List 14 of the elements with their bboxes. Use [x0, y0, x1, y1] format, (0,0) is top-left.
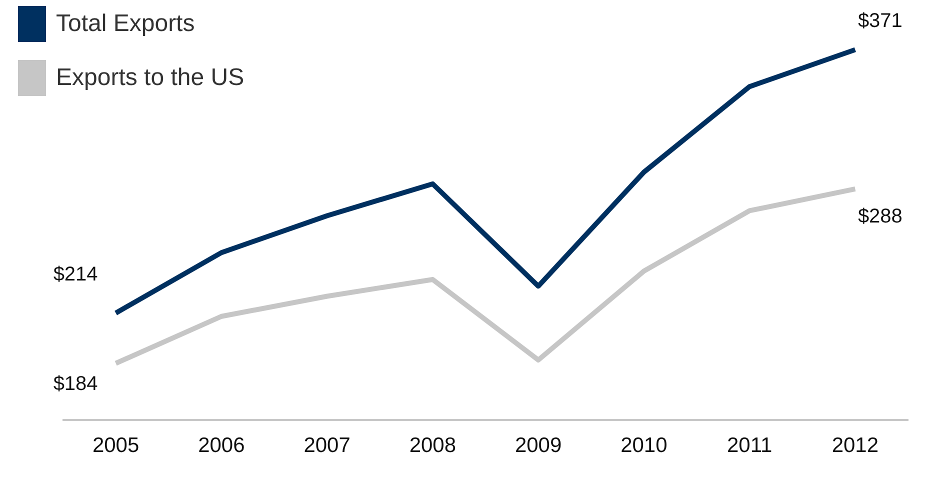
legend-label: Total Exports	[56, 10, 195, 38]
legend-label: Exports to the US	[56, 64, 244, 92]
data-label: $214	[53, 264, 98, 286]
x-tick-label: 2006	[198, 434, 245, 458]
x-tick-label: 2008	[409, 434, 456, 458]
x-tick-label: 2009	[514, 434, 562, 458]
x-tick-label: 2007	[304, 434, 350, 458]
x-tick-label: 2005	[92, 434, 140, 458]
data-label: $371	[858, 10, 902, 32]
data-label: $184	[53, 372, 98, 395]
x-tick-label: 2012	[832, 434, 879, 458]
x-tick-label: 2010	[620, 434, 668, 458]
data-label: $288	[858, 205, 902, 228]
x-tick-label: 2011	[726, 434, 772, 458]
